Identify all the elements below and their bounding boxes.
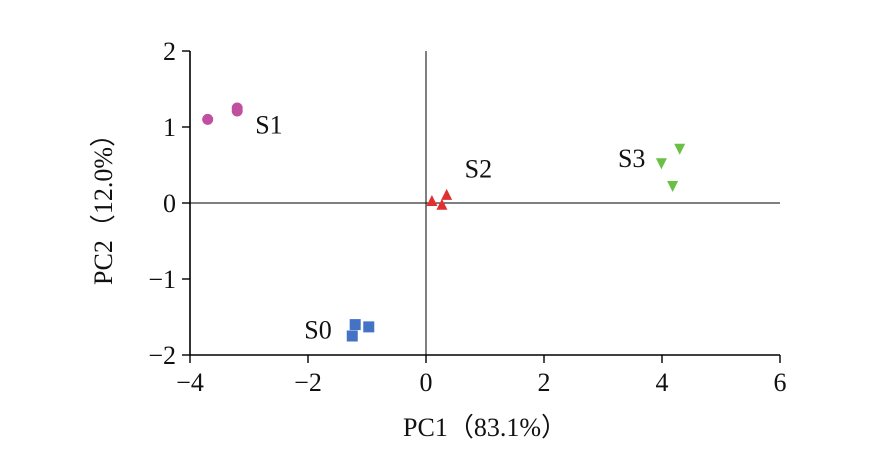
group-labels: S0 S1 S2 S3 [255,110,645,344]
s3-point [667,181,679,193]
s2-point [426,194,438,206]
y-tick-label: 2 [163,37,176,66]
x-tick-label: 2 [538,368,551,397]
group-label-s2: S2 [465,154,492,183]
y-tick-label: −2 [148,341,176,370]
y-tick-label: 0 [163,189,176,218]
x-tick-label: 4 [656,368,669,397]
group-label-s0: S0 [304,315,331,344]
s3-point [655,158,667,170]
s0-point [363,321,375,333]
x-tick-label: 0 [420,368,433,397]
s3-point [674,143,686,155]
x-tick-label: −4 [176,368,204,397]
s2-point [436,198,448,210]
group-label-s1: S1 [255,110,282,139]
x-tick-label: 6 [774,368,787,397]
y-tick-label: −1 [148,265,176,294]
group-label-s3: S3 [618,144,645,173]
s1-point [202,113,214,125]
s0-point [346,330,358,342]
x-tick-label: −2 [294,368,322,397]
x-axis-title: PC1（83.1%） [403,413,567,442]
s2-point [441,188,453,200]
tick-marks [182,50,781,363]
y-axis-title: PC2（12.0%） [89,121,118,285]
s1-point [231,105,243,117]
y-tick-label: 1 [163,113,176,142]
s0-point [349,319,361,331]
axes [189,51,780,356]
data-points [202,102,686,342]
